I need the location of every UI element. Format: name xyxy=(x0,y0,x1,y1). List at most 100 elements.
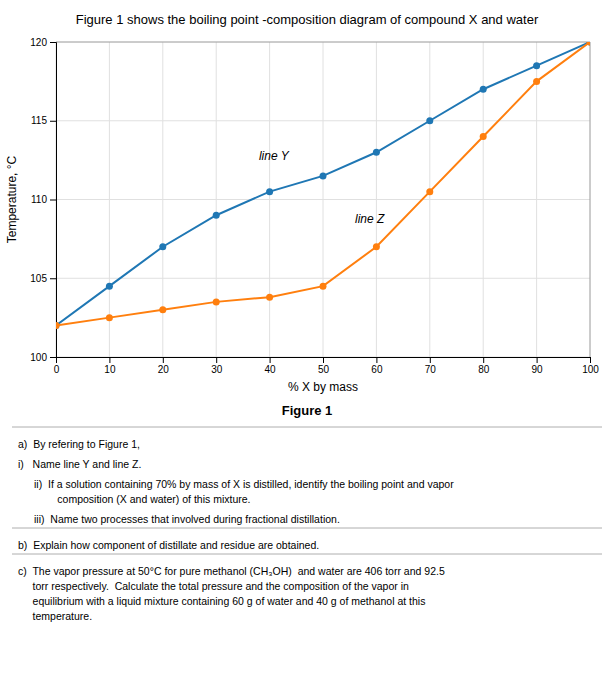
figure-label: Figure 1 xyxy=(282,403,333,418)
x-tick-label: 20 xyxy=(158,364,170,375)
x-axis-line xyxy=(57,358,591,364)
x-tick: 0 xyxy=(54,357,60,375)
grid-line-y xyxy=(56,278,590,279)
x-tick-label: 100 xyxy=(582,364,599,375)
point xyxy=(320,172,327,179)
y-tick-label: 110 xyxy=(31,194,47,205)
x-tick-label: 40 xyxy=(265,364,277,375)
x-tick-mark xyxy=(109,357,110,363)
x-tick: 90 xyxy=(532,357,544,375)
x-tick-label: 60 xyxy=(371,364,383,375)
y-tick: 105 xyxy=(30,273,56,284)
point xyxy=(426,188,433,195)
title: Figure 1 shows the boiling point -compos… xyxy=(76,12,539,27)
plot: 0 10 20 30 40 50 60 70 80 90 100 100 105 110 115 120 lin… xyxy=(30,37,599,375)
point xyxy=(426,117,433,124)
chart: Figure 1 shows the boiling point -compos… xyxy=(0,0,614,700)
separator xyxy=(12,554,602,555)
x-tick: 70 xyxy=(425,357,437,375)
point xyxy=(266,188,273,195)
frame-right xyxy=(590,42,591,357)
x-tick: 20 xyxy=(158,357,170,375)
separator xyxy=(12,528,602,529)
x-tick: 50 xyxy=(318,357,330,375)
x-tick: 100 xyxy=(582,357,599,375)
x-tick-mark xyxy=(537,357,538,363)
x-tick: 10 xyxy=(104,357,116,375)
x-tick: 80 xyxy=(478,357,490,375)
x-tick-label: 70 xyxy=(425,364,437,375)
point xyxy=(56,322,60,329)
point xyxy=(373,149,380,156)
point xyxy=(587,42,591,46)
x-tick-label: 90 xyxy=(532,364,544,375)
point xyxy=(106,314,113,321)
y-tick-label: 105 xyxy=(30,273,47,284)
point xyxy=(480,86,487,93)
point xyxy=(480,133,487,140)
point xyxy=(213,212,220,219)
x-tick: 60 xyxy=(371,357,383,375)
frame-top xyxy=(56,42,590,43)
y-tick-label: 100 xyxy=(30,352,47,363)
y-tick: 110 xyxy=(31,194,56,205)
line xyxy=(56,42,590,326)
x-tick: 30 xyxy=(211,357,223,375)
marks xyxy=(56,42,590,329)
x-tick-label: 10 xyxy=(104,364,116,375)
point xyxy=(320,283,327,290)
point xyxy=(106,283,113,290)
y-tick-mark xyxy=(50,200,56,201)
question: c) The vapor pressure at 50°C for pure m… xyxy=(18,565,445,622)
question: a) By refering to Figure 1, xyxy=(18,438,140,450)
y-axis-line xyxy=(50,43,57,358)
y-axis: 100 105 110 115 120 xyxy=(30,37,56,363)
y-tick-label: 120 xyxy=(30,37,47,48)
point xyxy=(213,298,220,305)
line xyxy=(56,42,590,326)
x-tick-mark xyxy=(163,357,164,363)
grid-line-y xyxy=(56,42,590,43)
y-tick-mark xyxy=(50,278,56,279)
x-tick-mark xyxy=(483,357,484,363)
grid xyxy=(56,42,590,357)
x-axis: 0 10 20 30 40 50 60 70 80 90 100 xyxy=(54,357,600,375)
x-tick-label: 0 xyxy=(54,364,60,375)
question: ii) If a solution containing 70% by mass… xyxy=(34,478,454,505)
x-tick-mark xyxy=(590,357,591,363)
x-tick-mark xyxy=(430,357,431,363)
grid-line-y xyxy=(56,120,590,121)
point xyxy=(159,306,166,313)
point xyxy=(373,243,380,250)
x-tick-label: 80 xyxy=(478,364,490,375)
separator xyxy=(12,427,602,428)
question: i) Name line Y and line Z. xyxy=(18,458,141,470)
point xyxy=(533,78,540,85)
grid-line-y xyxy=(56,199,590,200)
y-tick-label: 115 xyxy=(31,115,47,126)
point xyxy=(56,322,60,329)
x-axis-title: % X by mass xyxy=(288,380,358,394)
point xyxy=(533,62,540,69)
grid-line-x xyxy=(590,42,591,357)
question: b) Explain how component of distillate a… xyxy=(18,539,319,551)
annotation: line Y xyxy=(259,149,290,163)
y-tick-mark xyxy=(50,357,56,358)
y-tick: 115 xyxy=(31,115,56,126)
annotations: line Y line Z xyxy=(259,149,385,226)
y-axis-title: Temperature, °C xyxy=(5,155,19,243)
y-tick: 120 xyxy=(30,37,56,48)
point xyxy=(159,243,166,250)
x-tick-mark xyxy=(376,357,377,363)
point xyxy=(266,294,273,301)
y-tick-mark xyxy=(50,121,56,122)
x-tick: 40 xyxy=(265,357,277,375)
question: iii) Name two processes that involved du… xyxy=(34,513,340,525)
x-tick-label: 50 xyxy=(318,364,330,375)
x-tick-mark xyxy=(323,357,324,363)
annotation: line Z xyxy=(355,212,385,226)
x-tick-mark xyxy=(216,357,217,363)
x-tick-label: 30 xyxy=(211,364,223,375)
x-tick-mark xyxy=(270,357,271,363)
y-tick-mark xyxy=(50,42,56,43)
